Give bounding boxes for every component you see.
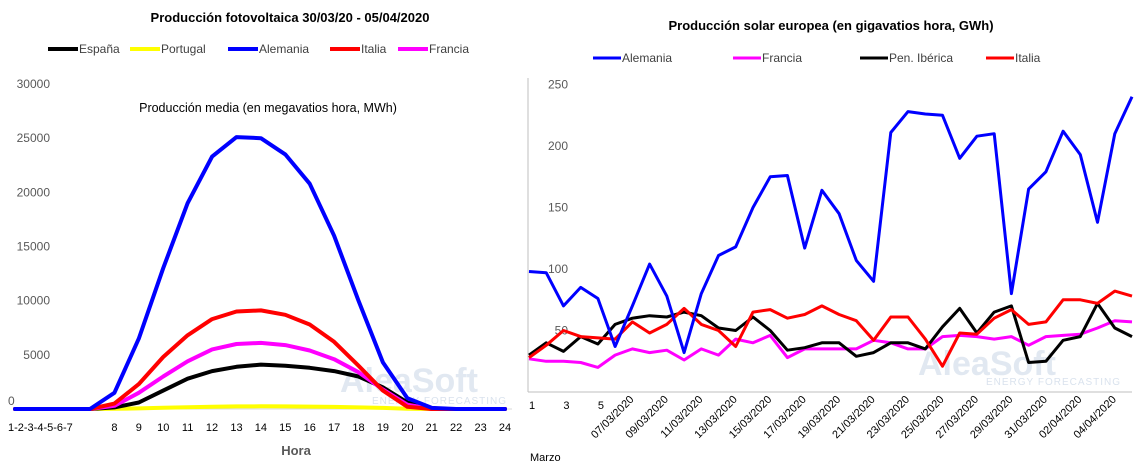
chart-right: Producción solar europea (en gigavatios … — [527, 18, 1134, 464]
chart-left-series — [13, 135, 507, 411]
chart-left: Producción fotovoltaica 30/03/20 - 05/04… — [8, 10, 512, 458]
y-tick-label: 20000 — [17, 185, 51, 199]
x-tick-label: 16 — [304, 422, 316, 434]
x-tick-label: 20 — [401, 422, 413, 434]
legend-label-pen-iberica: Pen. Ibérica — [889, 51, 953, 65]
y-tick-label: 100 — [548, 262, 568, 276]
series-line-italia — [528, 289, 1133, 368]
chart-left-title: Producción fotovoltaica 30/03/20 - 05/04… — [151, 10, 430, 25]
chart-left-legend: España Portugal Alemania Italia Francia — [48, 42, 469, 56]
y-tick-label: 15000 — [17, 240, 51, 254]
y-tick-label: 0 — [8, 394, 15, 408]
x-tick-label: 19 — [377, 422, 389, 434]
y-tick-label: 30000 — [17, 77, 51, 91]
chart-right-series — [528, 96, 1134, 369]
series-line-alemania — [528, 96, 1134, 355]
x-tick-label: 15 — [279, 422, 291, 434]
chart-left-watermark-sub: ENERGY FORECASTING — [372, 396, 507, 407]
series-line-alemania — [13, 135, 507, 411]
chart-left-subtitle: Producción media (en megavatios hora, MW… — [139, 101, 397, 115]
x-tick-label: 24 — [499, 422, 511, 434]
legend-label-alemania: Alemania — [259, 42, 309, 56]
chart-right-x-ticks: 1 3 507/03/202009/03/202011/03/202013/03/2… — [529, 394, 1119, 441]
chart-right-legend: Alemania Francia Pen. Ibérica Italia — [593, 51, 1041, 65]
legend-label-italia: Italia — [361, 42, 387, 56]
x-tick-label: 23 — [474, 422, 486, 434]
x-tick-label: 9 — [136, 422, 142, 434]
x-tick-label: 3 — [563, 400, 569, 412]
series-line-pen-iberica — [528, 301, 1133, 364]
y-tick-label: 5000 — [23, 348, 50, 362]
chart-right-watermark-sub: ENERGY FORECASTING — [986, 377, 1121, 388]
y-tick-label: 250 — [548, 78, 568, 92]
x-tick-label: 14 — [255, 422, 267, 434]
x-tick-label: 22 — [450, 422, 462, 434]
x-tick-label: 5 — [598, 400, 604, 412]
y-tick-label: 200 — [548, 139, 568, 153]
y-tick-label: 150 — [548, 201, 568, 215]
y-tick-label: 25000 — [17, 131, 51, 145]
x-tick-label: 17 — [328, 422, 340, 434]
x-tick-label: 12 — [206, 422, 218, 434]
x-tick-label: 10 — [157, 422, 169, 434]
legend-label-francia: Francia — [429, 42, 469, 56]
y-tick-label: 10000 — [17, 294, 51, 308]
chart-right-title: Producción solar europea (en gigavatios … — [668, 18, 993, 33]
x-tick-label: 8 — [111, 422, 117, 434]
legend-label-espana: España — [79, 42, 120, 56]
chart-left-watermark: AleaSoft ENERGY FORECASTING — [340, 362, 507, 407]
series-line-francia — [528, 319, 1133, 369]
x-tick-label: 13 — [230, 422, 242, 434]
legend-label-portugal: Portugal — [161, 42, 206, 56]
x-tick-label: 1 — [529, 400, 535, 412]
x-tick-label: 21 — [426, 422, 438, 434]
chart-right-month-label: Marzo — [530, 452, 561, 464]
legend-label-alemania: Alemania — [622, 51, 672, 65]
x-tick-label: 11 — [182, 422, 193, 434]
x-tick-label: 18 — [352, 422, 364, 434]
chart-left-y-ticks: 0 5000 10000 15000 20000 25000 30000 — [8, 77, 50, 408]
chart-left-x-ticks: 1-2-3-4-5-6-7 8 9 10 11 12 13 14 15 16 17 18 19 20 21 2… — [8, 422, 511, 434]
legend-label-francia: Francia — [762, 51, 802, 65]
chart-left-x-label: Hora — [281, 443, 311, 458]
x-tick-label: 1-2-3-4-5-6-7 — [8, 422, 73, 434]
legend-label-italia: Italia — [1015, 51, 1041, 65]
